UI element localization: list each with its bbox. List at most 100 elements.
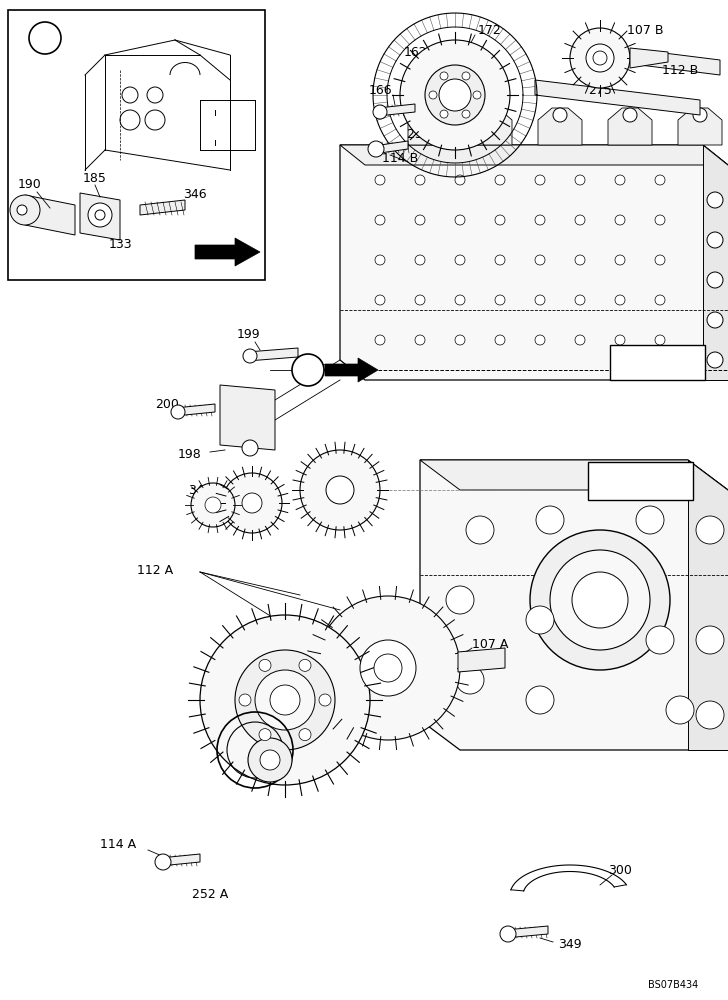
- Circle shape: [155, 854, 171, 870]
- Circle shape: [242, 440, 258, 456]
- Circle shape: [466, 516, 494, 544]
- Circle shape: [615, 335, 625, 345]
- Circle shape: [575, 295, 585, 305]
- Circle shape: [429, 91, 437, 99]
- Circle shape: [666, 696, 694, 724]
- Text: 349: 349: [558, 938, 582, 952]
- Text: 199: 199: [236, 328, 260, 342]
- Text: 162: 162: [403, 45, 427, 58]
- Circle shape: [535, 335, 545, 345]
- Text: 185: 185: [83, 172, 107, 184]
- Circle shape: [455, 335, 465, 345]
- Circle shape: [375, 335, 385, 345]
- Circle shape: [440, 110, 448, 118]
- Circle shape: [423, 108, 437, 122]
- Circle shape: [120, 110, 140, 130]
- Circle shape: [693, 108, 707, 122]
- Circle shape: [145, 110, 165, 130]
- Circle shape: [200, 615, 370, 785]
- Polygon shape: [640, 50, 720, 75]
- Circle shape: [636, 506, 664, 534]
- Circle shape: [415, 335, 425, 345]
- Circle shape: [455, 255, 465, 265]
- Text: 107 B: 107 B: [627, 23, 663, 36]
- Circle shape: [696, 516, 724, 544]
- Polygon shape: [420, 460, 728, 750]
- Text: 172: 172: [478, 23, 502, 36]
- Text: O-20: O-20: [625, 475, 655, 488]
- Circle shape: [586, 44, 614, 72]
- Bar: [610, 345, 705, 380]
- Polygon shape: [678, 108, 722, 145]
- Polygon shape: [160, 854, 200, 866]
- Text: 114 B: 114 B: [382, 151, 418, 164]
- Circle shape: [655, 255, 665, 265]
- Circle shape: [572, 572, 628, 628]
- Text: A: A: [39, 29, 52, 47]
- Circle shape: [415, 215, 425, 225]
- Polygon shape: [468, 108, 512, 145]
- Polygon shape: [220, 385, 275, 450]
- Text: 252 A: 252 A: [192, 888, 228, 902]
- Circle shape: [707, 312, 723, 328]
- Text: 114 A: 114 A: [100, 838, 136, 852]
- Circle shape: [535, 295, 545, 305]
- Circle shape: [29, 22, 61, 54]
- Circle shape: [270, 685, 300, 715]
- Circle shape: [360, 640, 416, 696]
- Circle shape: [655, 175, 665, 185]
- Circle shape: [375, 255, 385, 265]
- Circle shape: [326, 476, 354, 504]
- Polygon shape: [408, 108, 452, 145]
- Polygon shape: [195, 238, 260, 266]
- Circle shape: [526, 686, 554, 714]
- Circle shape: [646, 626, 674, 654]
- Circle shape: [95, 210, 105, 220]
- Circle shape: [456, 666, 484, 694]
- Text: 107 A: 107 A: [472, 639, 508, 652]
- Circle shape: [707, 232, 723, 248]
- Circle shape: [707, 352, 723, 368]
- Circle shape: [446, 586, 474, 614]
- Circle shape: [259, 729, 271, 741]
- Circle shape: [375, 175, 385, 185]
- Text: 329: 329: [328, 456, 352, 468]
- Circle shape: [299, 659, 311, 671]
- Polygon shape: [340, 145, 728, 165]
- Circle shape: [473, 91, 481, 99]
- Polygon shape: [608, 108, 652, 145]
- Text: 133: 133: [108, 238, 132, 251]
- Circle shape: [425, 65, 485, 125]
- Circle shape: [415, 295, 425, 305]
- Text: 275: 275: [588, 84, 612, 97]
- Polygon shape: [175, 404, 215, 416]
- Circle shape: [400, 40, 510, 150]
- Circle shape: [242, 493, 262, 513]
- Text: 347: 347: [238, 474, 262, 487]
- Circle shape: [526, 606, 554, 634]
- Polygon shape: [247, 348, 298, 361]
- Circle shape: [615, 255, 625, 265]
- Circle shape: [255, 670, 315, 730]
- Circle shape: [300, 450, 380, 530]
- Circle shape: [368, 141, 384, 157]
- Circle shape: [88, 203, 112, 227]
- Circle shape: [570, 28, 630, 88]
- Text: 198: 198: [178, 448, 202, 462]
- Circle shape: [415, 175, 425, 185]
- Circle shape: [530, 530, 670, 670]
- Polygon shape: [703, 145, 728, 380]
- Text: 300: 300: [608, 863, 632, 876]
- Text: 348: 348: [188, 484, 212, 496]
- Circle shape: [462, 72, 470, 80]
- Circle shape: [205, 497, 221, 513]
- Circle shape: [495, 335, 505, 345]
- Polygon shape: [538, 108, 582, 145]
- Circle shape: [147, 87, 163, 103]
- Circle shape: [455, 215, 465, 225]
- Circle shape: [707, 272, 723, 288]
- Circle shape: [696, 701, 724, 729]
- Text: 346: 346: [183, 188, 207, 202]
- Circle shape: [495, 295, 505, 305]
- Polygon shape: [25, 195, 75, 235]
